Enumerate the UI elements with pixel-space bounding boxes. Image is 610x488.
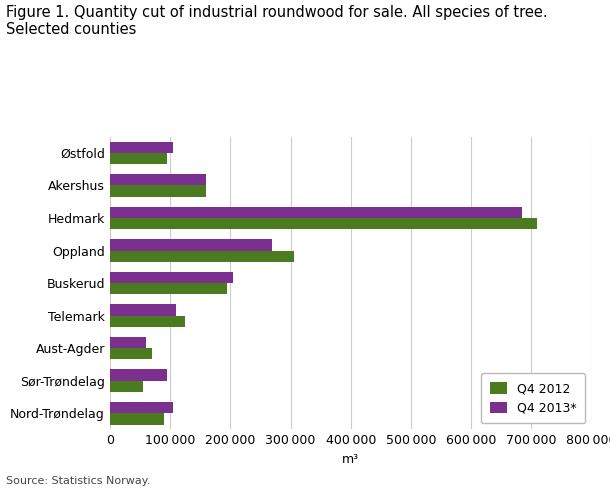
X-axis label: m³: m³ <box>342 453 359 466</box>
Bar <box>110 402 173 413</box>
Bar <box>110 174 206 185</box>
Bar <box>110 348 152 360</box>
Bar <box>110 413 164 425</box>
Bar <box>110 283 228 294</box>
Text: Figure 1. Quantity cut of industrial roundwood for sale. All species of tree.
Se: Figure 1. Quantity cut of industrial rou… <box>6 5 548 37</box>
Bar <box>110 153 167 164</box>
Bar <box>110 250 293 262</box>
Bar <box>110 185 206 197</box>
Legend: Q4 2012, Q4 2013*: Q4 2012, Q4 2013* <box>481 373 586 423</box>
Bar <box>110 272 233 283</box>
Text: Source: Statistics Norway.: Source: Statistics Norway. <box>6 476 151 486</box>
Bar <box>110 304 176 316</box>
Bar <box>110 381 143 392</box>
Bar <box>110 239 273 250</box>
Bar <box>110 218 537 229</box>
Bar <box>110 206 522 218</box>
Bar <box>110 316 185 327</box>
Bar <box>110 369 167 381</box>
Bar <box>110 142 173 153</box>
Bar <box>110 337 146 348</box>
